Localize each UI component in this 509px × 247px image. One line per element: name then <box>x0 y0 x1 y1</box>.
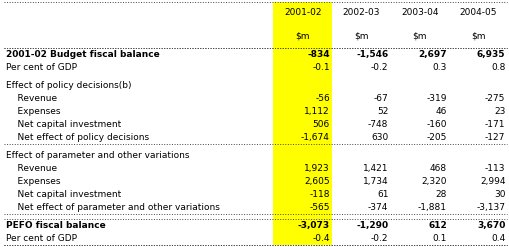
Text: 2001-02: 2001-02 <box>284 8 321 17</box>
Text: 0.8: 0.8 <box>490 63 504 72</box>
Text: 2001-02 Budget fiscal balance: 2001-02 Budget fiscal balance <box>6 50 159 60</box>
Text: -118: -118 <box>309 190 329 199</box>
Text: -1,290: -1,290 <box>356 221 388 230</box>
Text: 30: 30 <box>493 190 504 199</box>
Text: 1,421: 1,421 <box>362 164 388 173</box>
Text: Net capital investment: Net capital investment <box>6 190 121 199</box>
Text: -3,073: -3,073 <box>297 221 329 230</box>
Text: $m: $m <box>295 31 309 40</box>
Text: 2,320: 2,320 <box>420 177 446 186</box>
Text: -374: -374 <box>367 203 388 212</box>
Text: -319: -319 <box>426 94 446 103</box>
Text: 2003-04: 2003-04 <box>400 8 438 17</box>
Text: -56: -56 <box>315 94 329 103</box>
Text: Net effect of policy decisions: Net effect of policy decisions <box>6 133 149 142</box>
Text: -1,881: -1,881 <box>417 203 446 212</box>
Text: 1,112: 1,112 <box>304 107 329 116</box>
Text: 23: 23 <box>493 107 504 116</box>
Text: -565: -565 <box>309 203 329 212</box>
Text: -0.4: -0.4 <box>312 234 329 243</box>
Text: 0.4: 0.4 <box>490 234 504 243</box>
Text: -748: -748 <box>367 120 388 129</box>
Text: 2,605: 2,605 <box>304 177 329 186</box>
Text: 61: 61 <box>376 190 388 199</box>
Text: -834: -834 <box>306 50 329 60</box>
Text: Effect of parameter and other variations: Effect of parameter and other variations <box>6 151 189 160</box>
Text: 2,697: 2,697 <box>417 50 446 60</box>
Text: 2002-03: 2002-03 <box>342 8 379 17</box>
Text: -0.2: -0.2 <box>370 234 388 243</box>
Text: -275: -275 <box>484 94 504 103</box>
Text: -3,137: -3,137 <box>475 203 504 212</box>
Text: -1,674: -1,674 <box>300 133 329 142</box>
Text: -0.1: -0.1 <box>312 63 329 72</box>
Text: Revenue: Revenue <box>6 164 57 173</box>
Text: 468: 468 <box>429 164 446 173</box>
Text: 1,923: 1,923 <box>304 164 329 173</box>
Text: -127: -127 <box>484 133 504 142</box>
Text: 52: 52 <box>376 107 388 116</box>
Text: 2004-05: 2004-05 <box>459 8 496 17</box>
Text: -67: -67 <box>373 94 388 103</box>
Text: -205: -205 <box>426 133 446 142</box>
Text: 612: 612 <box>427 221 446 230</box>
Text: 46: 46 <box>435 107 446 116</box>
Text: 2,994: 2,994 <box>479 177 504 186</box>
Text: -113: -113 <box>484 164 504 173</box>
Text: 1,734: 1,734 <box>362 177 388 186</box>
Text: 0.3: 0.3 <box>432 63 446 72</box>
Text: -0.2: -0.2 <box>370 63 388 72</box>
Text: Effect of policy decisions(b): Effect of policy decisions(b) <box>6 81 131 90</box>
Text: Net effect of parameter and other variations: Net effect of parameter and other variat… <box>6 203 219 212</box>
Text: Expenses: Expenses <box>6 177 61 186</box>
Text: -160: -160 <box>426 120 446 129</box>
Bar <box>273 2 331 245</box>
Text: Revenue: Revenue <box>6 94 57 103</box>
Text: Per cent of GDP: Per cent of GDP <box>6 63 77 72</box>
Text: $m: $m <box>353 31 367 40</box>
Text: Expenses: Expenses <box>6 107 61 116</box>
Text: Net capital investment: Net capital investment <box>6 120 121 129</box>
Text: PEFO fiscal balance: PEFO fiscal balance <box>6 221 106 230</box>
Text: -171: -171 <box>484 120 504 129</box>
Text: 0.1: 0.1 <box>432 234 446 243</box>
Text: $m: $m <box>412 31 426 40</box>
Text: 28: 28 <box>435 190 446 199</box>
Text: 630: 630 <box>371 133 388 142</box>
Text: 3,670: 3,670 <box>476 221 504 230</box>
Text: $m: $m <box>470 31 485 40</box>
Text: Per cent of GDP: Per cent of GDP <box>6 234 77 243</box>
Text: 6,935: 6,935 <box>476 50 504 60</box>
Text: -1,546: -1,546 <box>355 50 388 60</box>
Text: 506: 506 <box>312 120 329 129</box>
